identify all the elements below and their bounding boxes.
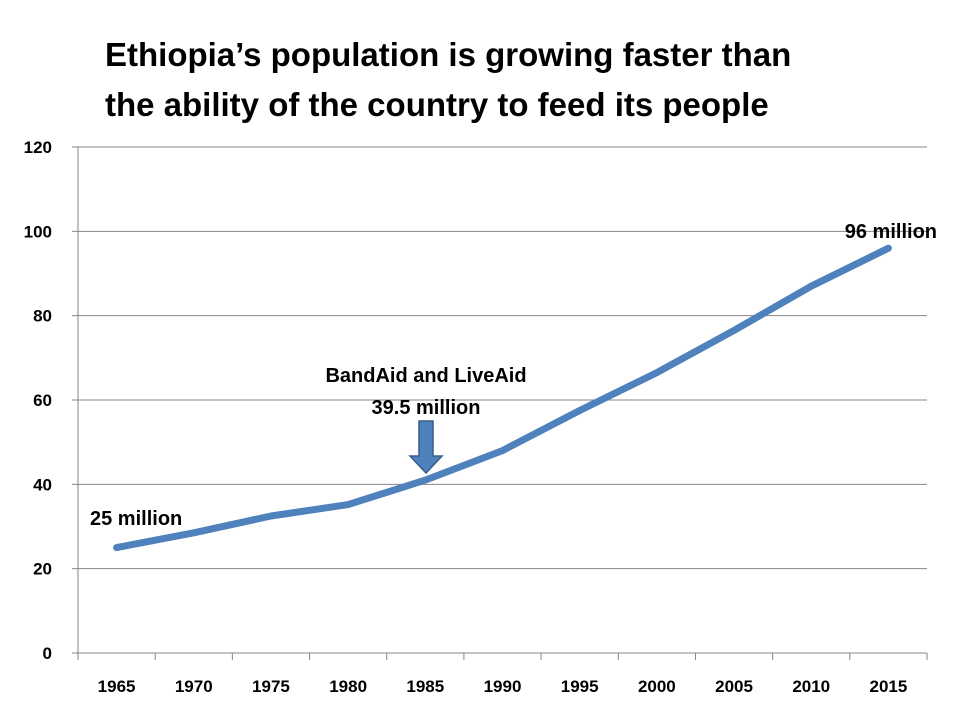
x-tick-label-1980: 1980 [329,677,367,696]
y-tick-label-120: 120 [24,138,52,157]
chart-title-line-1: Ethiopia’s population is growing faster … [105,36,792,73]
x-tick-label-1970: 1970 [175,677,213,696]
x-tick-label-1965: 1965 [98,677,136,696]
x-tick-label-2015: 2015 [869,677,907,696]
y-tick-label-80: 80 [33,307,52,326]
gridlines [78,146,927,570]
x-tick-label-2005: 2005 [715,677,753,696]
x-tick-label-1975: 1975 [252,677,290,696]
x-tick-label-2000: 2000 [638,677,676,696]
series-line-0 [113,244,892,552]
y-tick-label-100: 100 [24,222,52,241]
x-tick-label-1985: 1985 [406,677,444,696]
y-tick-label-0: 0 [43,644,52,663]
annotations: 25 million BandAid and LiveAid 39.5 mill… [90,221,937,530]
end-value-label: 96 million [845,221,937,243]
x-tick-label-2010: 2010 [792,677,830,696]
y-tick-label-20: 20 [33,560,52,579]
axes: 0 20 40 60 80 100 120 1965 1970 1975 1980 1985 1990 1… [24,138,928,696]
event-label: BandAid and LiveAid [325,365,526,387]
x-tick-label-1990: 1990 [484,677,522,696]
x-tick-label-1995: 1995 [561,677,599,696]
down-arrow-icon [408,420,444,475]
series [113,244,892,552]
chart-title: Ethiopia’s population is growing faster … [60,30,920,130]
y-tick-label-40: 40 [33,475,52,494]
start-value-label: 25 million [90,508,182,530]
event-value-label: 39.5 million [372,397,481,419]
y-tick-label-60: 60 [33,391,52,410]
chart-title-line-2: the ability of the country to feed its p… [105,86,769,123]
